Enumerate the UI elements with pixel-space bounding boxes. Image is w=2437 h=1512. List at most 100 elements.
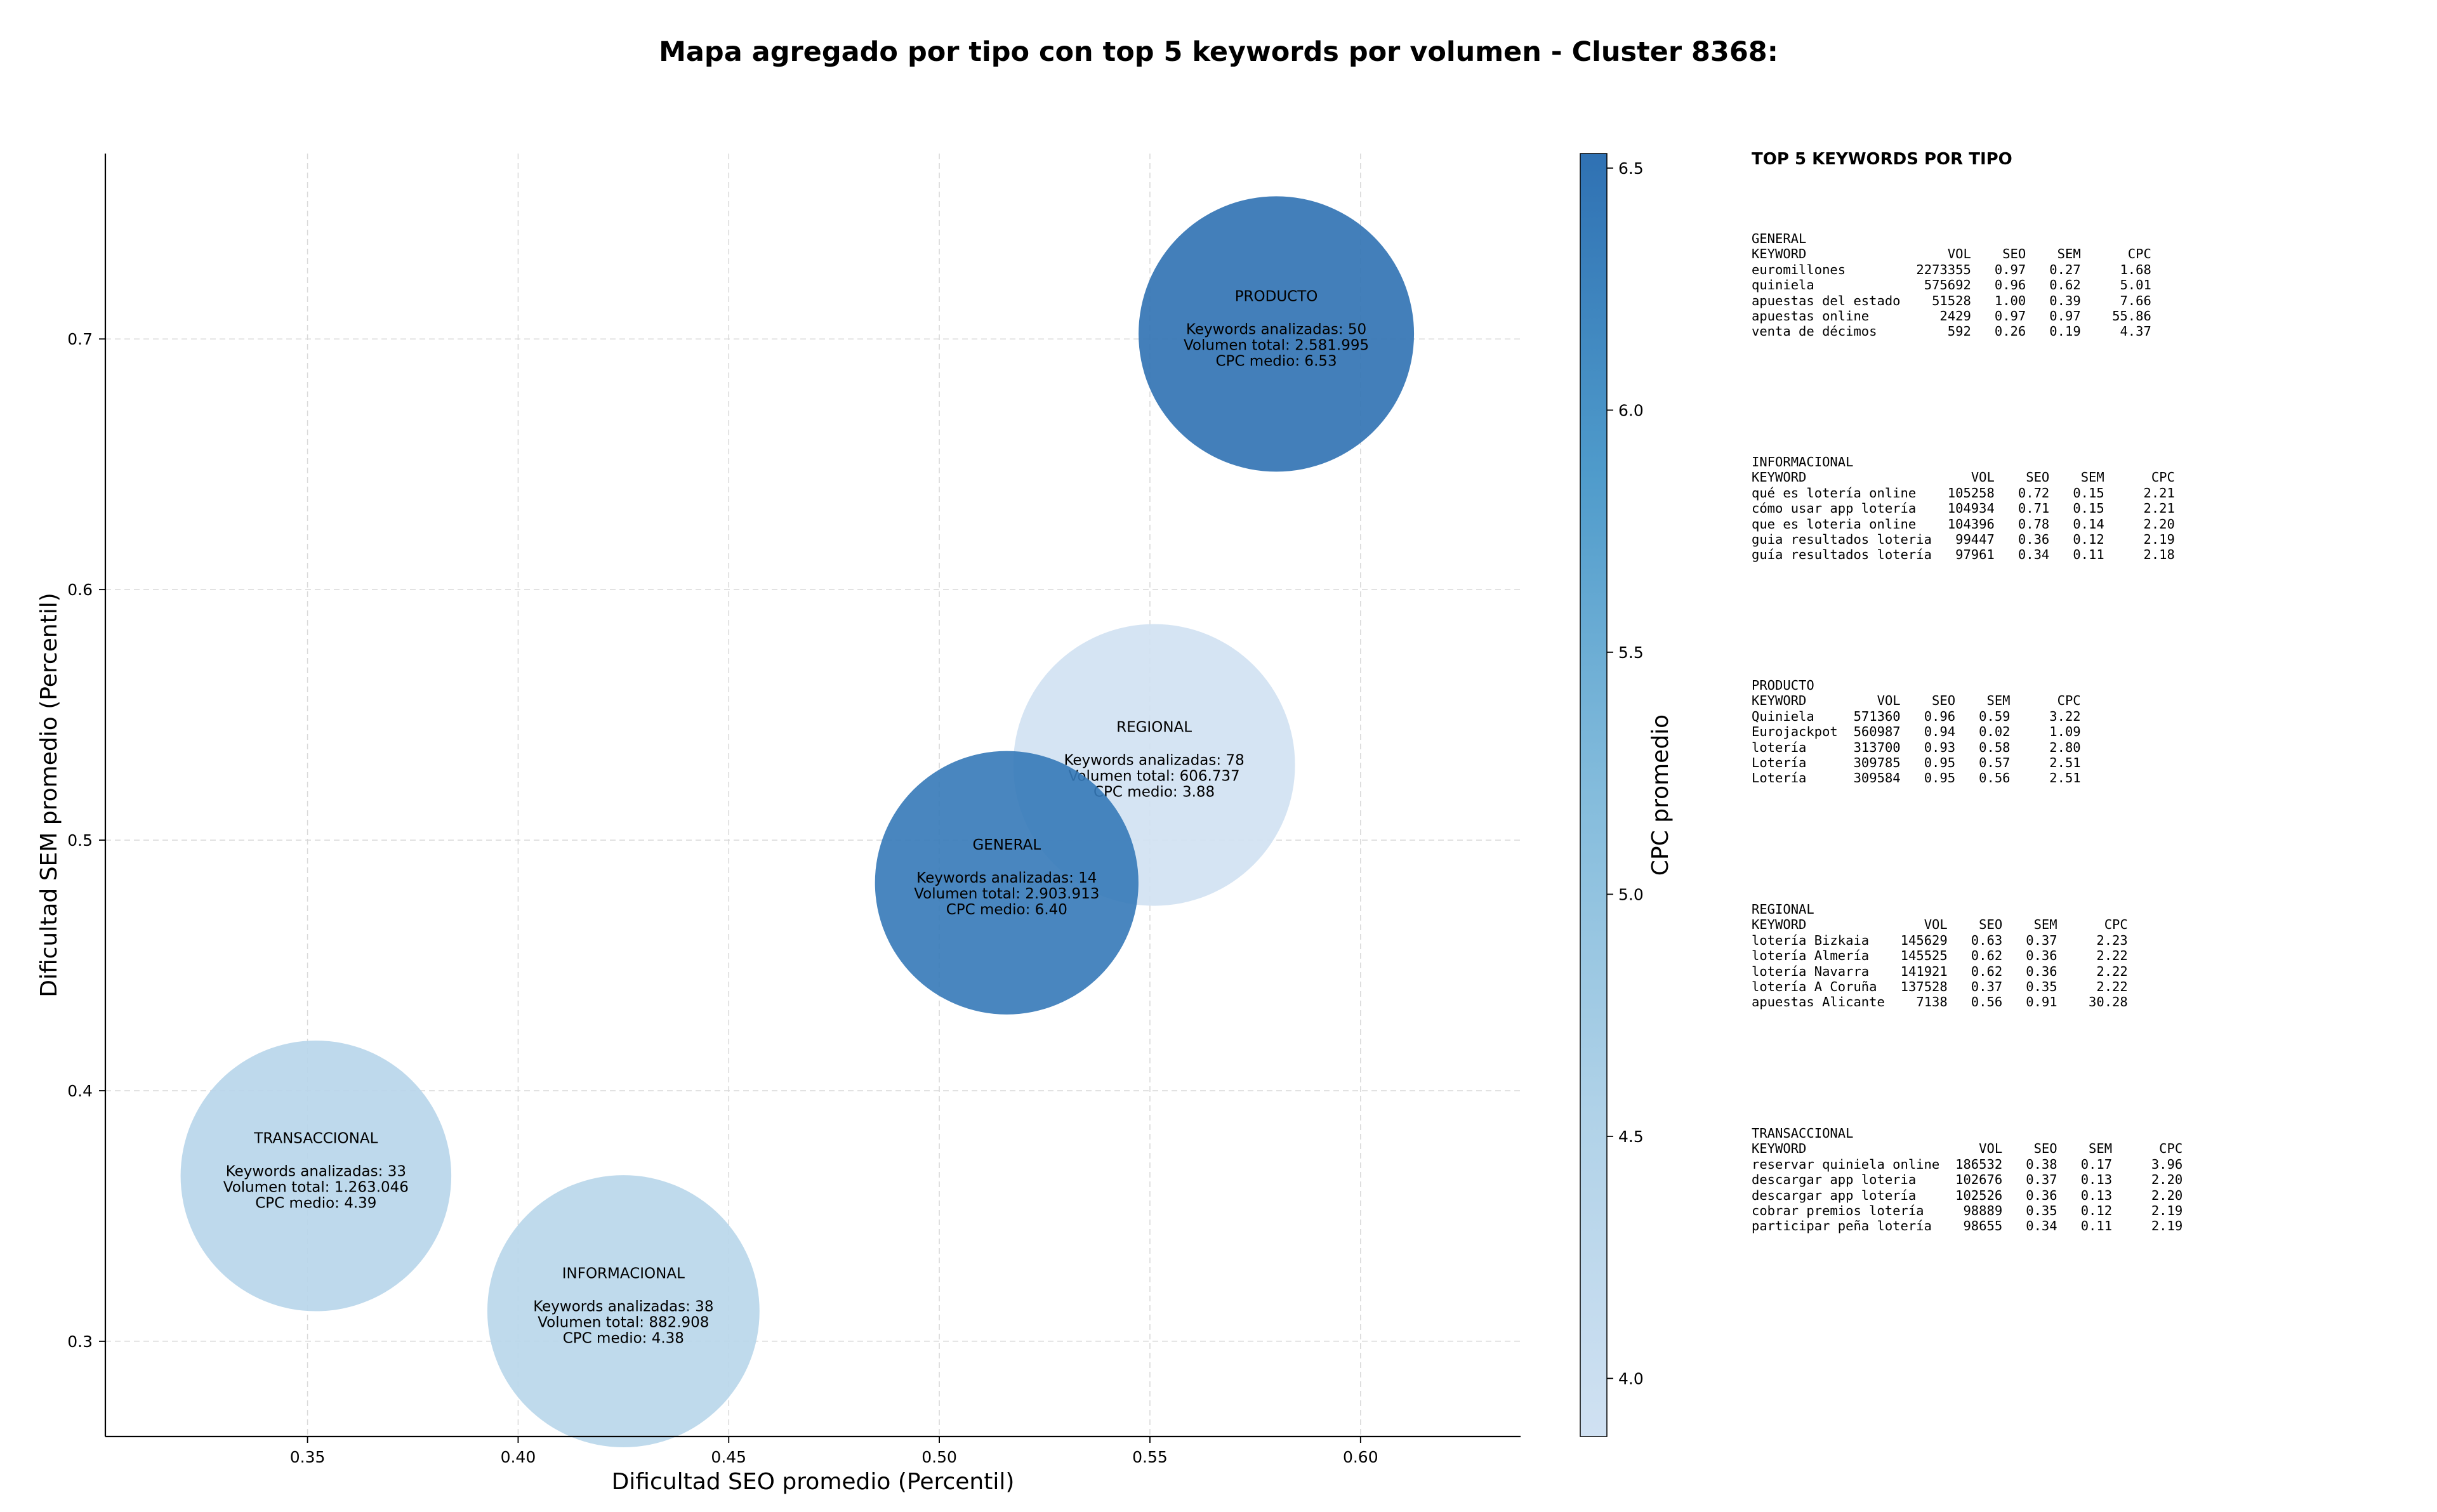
keyword-cell: cómo usar app lotería <box>1752 501 1917 516</box>
keyword-table-header: KEYWORD VOL SEO SEM CPC <box>1752 470 2175 485</box>
bubble-circle <box>875 751 1139 1015</box>
keyword-table-row: descargar app lotería 102526 0.36 0.13 2.20 <box>1752 1188 2183 1203</box>
x-tick-label: 0.35 <box>290 1448 326 1466</box>
metric-cell: 0.56 <box>1971 994 2003 1010</box>
metric-cell: 145629 <box>1900 932 1948 948</box>
metric-cell: 141921 <box>1900 963 1948 979</box>
bubble-name: INFORMACIONAL <box>562 1266 685 1282</box>
bubble-stat: Keywords analizadas: 50 <box>1186 321 1366 338</box>
y-axis-label: Dificultad SEM promedio (Percentil) <box>36 593 62 997</box>
keyword-table-row: lotería 313700 0.93 0.58 2.80 <box>1752 740 2081 755</box>
keyword-group-name: INFORMACIONAL <box>1752 454 1854 470</box>
metric-cell: 3.22 <box>2049 708 2081 724</box>
metric-cell: 0.36 <box>2026 963 2057 979</box>
x-tick-label: 0.55 <box>1132 1448 1168 1466</box>
metric-cell: 0.59 <box>1979 708 2011 724</box>
metric-cell: 0.37 <box>2026 1172 2057 1188</box>
metric-cell: 0.91 <box>2026 994 2057 1010</box>
metric-cell: 2273355 <box>1916 261 1971 277</box>
keyword-cell: apuestas online <box>1752 308 1870 324</box>
keyword-cell: Quiniela <box>1752 708 1814 724</box>
metric-cell: VOL <box>1924 917 1948 933</box>
metric-cell: VOL <box>1971 470 1995 485</box>
keyword-table-header: KEYWORD VOL SEO SEM CPC <box>1752 246 2151 261</box>
metric-cell: SEM <box>1986 693 2011 709</box>
bubble-stat: Keywords analizadas: 38 <box>533 1299 713 1315</box>
metric-cell: 0.35 <box>2026 1203 2057 1219</box>
metric-cell: 2.51 <box>2049 770 2081 786</box>
keyword-table-row: qué es lotería online 105258 0.72 0.15 2.21 <box>1752 485 2175 501</box>
bubble-stat: Keywords analizadas: 33 <box>226 1163 406 1180</box>
metric-cell: CPC <box>2151 470 2175 485</box>
keyword-cell: guía resultados lotería <box>1752 547 1932 563</box>
metric-cell: 0.62 <box>2049 277 2081 293</box>
metric-cell: 0.11 <box>2080 1218 2113 1234</box>
keyword-cell: KEYWORD <box>1752 246 1807 262</box>
bubble-stat: CPC medio: 4.39 <box>255 1195 376 1211</box>
metric-cell: CPC <box>2057 693 2081 709</box>
metric-cell: 2.80 <box>2049 739 2081 755</box>
metric-cell: 0.02 <box>1979 724 2011 740</box>
metric-cell: 98889 <box>1963 1203 2003 1219</box>
metric-cell: 7.66 <box>2120 293 2151 308</box>
keyword-group-name: GENERAL <box>1752 231 1807 246</box>
bubble-name: TRANSACCIONAL <box>253 1130 378 1147</box>
y-tick-label: 0.6 <box>67 581 93 599</box>
metric-cell: 0.11 <box>2073 547 2104 563</box>
keyword-group-producto: PRODUCTO KEYWORD VOL SEO SEM CPC Quiniela 57136… <box>1752 678 2081 786</box>
metric-cell: 51528 <box>1932 293 1971 308</box>
metric-cell: 2.22 <box>2096 963 2128 979</box>
bubble-informacional: INFORMACIONAL Keywords analizadas: 38Volu… <box>487 1175 760 1447</box>
metric-cell: 105258 <box>1947 485 1995 501</box>
colorbar-label: CPC promedio <box>1648 714 1674 876</box>
metric-cell: CPC <box>2159 1141 2183 1157</box>
bubble-stat: CPC medio: 6.40 <box>946 902 1067 918</box>
metric-cell: 0.95 <box>1924 770 1956 786</box>
keyword-table-row: descargar app loteria 102676 0.37 0.13 2.20 <box>1752 1172 2183 1187</box>
metric-cell: 0.13 <box>2080 1172 2113 1188</box>
bubble-stat: Volumen total: 2.903.913 <box>914 886 1099 902</box>
metric-cell: 2.21 <box>2143 485 2175 501</box>
keyword-table-row: participar peña lotería 98655 0.34 0.11 2.19 <box>1752 1218 2183 1233</box>
keyword-table-row: Quiniela 571360 0.96 0.59 3.22 <box>1752 709 2081 724</box>
metric-cell: 0.58 <box>1979 739 2011 755</box>
metric-cell: 0.97 <box>1994 308 2026 324</box>
keyword-group-name: TRANSACCIONAL <box>1752 1126 1854 1141</box>
metric-cell: 0.13 <box>2080 1187 2113 1203</box>
metric-cell: 0.96 <box>1994 277 2026 293</box>
metric-cell: 1.68 <box>2120 261 2151 277</box>
keyword-cell: euromillones <box>1752 261 1846 277</box>
keyword-cell: quiniela <box>1752 277 1814 293</box>
keyword-table-row: quiniela 575692 0.96 0.62 5.01 <box>1752 277 2151 293</box>
keyword-cell: cobrar premios lotería <box>1752 1203 1924 1219</box>
keyword-group-informacional: INFORMACIONAL KEYWORD VOL SEO SEM CPC qué es l… <box>1752 454 2175 563</box>
keyword-table-header: KEYWORD VOL SEO SEM CPC <box>1752 1141 2183 1156</box>
metric-cell: SEO <box>2002 246 2026 262</box>
keyword-table-header: KEYWORD VOL SEO SEM CPC <box>1752 693 2081 708</box>
metric-cell: 0.36 <box>2026 948 2057 964</box>
keyword-table-row: lotería A Coruña 137528 0.37 0.35 2.22 <box>1752 979 2128 994</box>
bubble-stat: Keywords analizadas: 78 <box>1064 753 1244 769</box>
metric-cell: 104934 <box>1947 501 1995 516</box>
metric-cell: 7138 <box>1916 994 1948 1010</box>
metric-cell: 0.34 <box>2018 547 2050 563</box>
colorbar-tick-label: 5.0 <box>1618 885 1644 904</box>
bubble-name: GENERAL <box>972 837 1041 853</box>
metric-cell: 309584 <box>1853 770 1901 786</box>
keyword-cell: Lotería <box>1752 755 1807 771</box>
keyword-table-row: guía resultados lotería 97961 0.34 0.11 2.18 <box>1752 547 2175 562</box>
keyword-table-row: venta de décimos 592 0.26 0.19 4.37 <box>1752 324 2151 339</box>
keyword-cell: KEYWORD <box>1752 1141 1807 1157</box>
metric-cell: 0.63 <box>1971 932 2003 948</box>
colorbar-tick-label: 4.5 <box>1618 1127 1644 1146</box>
metric-cell: 2.20 <box>2151 1187 2183 1203</box>
metric-cell: 0.37 <box>2026 932 2057 948</box>
x-tick-label: 0.50 <box>921 1448 957 1466</box>
metric-cell: 592 <box>1947 324 1971 339</box>
bubble-name: REGIONAL <box>1116 720 1192 736</box>
keyword-cell: venta de décimos <box>1752 324 1877 339</box>
metric-cell: SEM <box>2089 1141 2113 1157</box>
metric-cell: 2.18 <box>2143 547 2175 563</box>
